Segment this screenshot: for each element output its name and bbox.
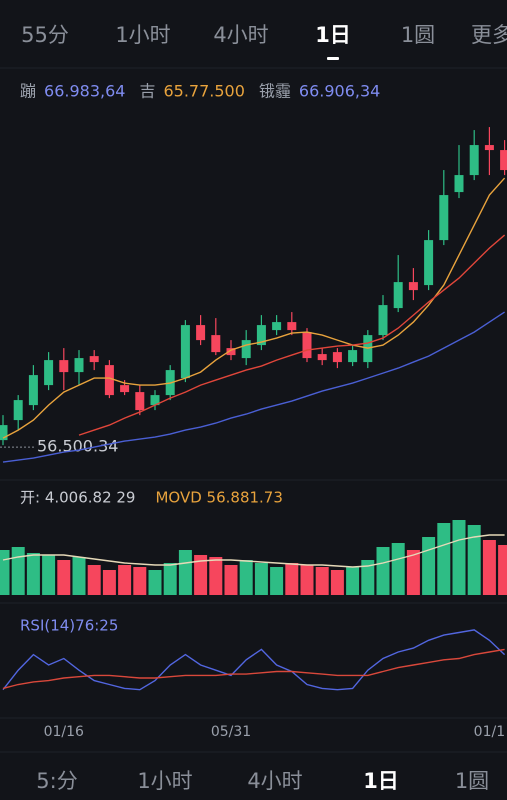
candle-body <box>150 395 160 406</box>
volume-bar <box>11 547 25 595</box>
volume-bar <box>498 545 507 595</box>
volume-bar <box>437 523 451 595</box>
info-label: 蹦 <box>20 82 36 101</box>
candle-body <box>272 322 282 331</box>
volume-bar <box>239 560 253 595</box>
x-tick-label: 01/1 <box>474 724 505 740</box>
candle-body <box>348 350 358 363</box>
volume-bar <box>315 567 329 595</box>
timeframe-tab[interactable]: 1圆 <box>455 769 489 793</box>
indicator-line <box>78 234 506 436</box>
x-tick-label: 01/16 <box>44 724 84 740</box>
volume-bar <box>376 547 390 595</box>
volume-bar <box>26 553 40 595</box>
indicator-line <box>2 534 505 568</box>
volume-bar <box>42 555 56 595</box>
candle-body <box>0 425 8 441</box>
volume-bar <box>209 557 223 595</box>
candle-body <box>120 385 130 393</box>
info-value: 65.77.500 <box>163 82 244 101</box>
candle-body <box>104 365 114 396</box>
volume-bar <box>285 563 299 595</box>
volume-bar <box>102 570 116 595</box>
candle-body <box>59 360 69 373</box>
tab-underline <box>327 57 339 60</box>
volume-bar <box>254 563 268 595</box>
candle-body <box>469 145 479 176</box>
candle-body <box>424 240 434 286</box>
timeframe-tab[interactable]: 4小时 <box>247 769 302 793</box>
volume-bar <box>422 537 436 595</box>
indicator-line <box>2 311 505 463</box>
indicator-label: 开: 4.006.82 29 <box>20 489 135 507</box>
info-value: 66.906,34 <box>299 82 380 101</box>
candle-body <box>393 282 403 309</box>
candle-body <box>196 325 206 341</box>
volume-bar <box>118 565 132 595</box>
candle-body <box>256 325 266 346</box>
timeframe-tab[interactable]: 1小时 <box>115 23 170 47</box>
volume-bar <box>406 550 420 595</box>
volume-bar <box>87 565 101 595</box>
candle-body <box>302 332 312 359</box>
indicator-label: MOVD 56.881.73 <box>155 489 282 507</box>
candle-body <box>332 352 342 363</box>
candle-body <box>439 195 449 241</box>
volume-bar <box>330 570 344 595</box>
candle-body <box>226 348 236 356</box>
candle-body <box>500 150 507 171</box>
volume-bar <box>148 570 162 595</box>
volume-bar <box>194 555 208 595</box>
volume-bar <box>270 567 284 595</box>
volume-bar <box>467 525 481 595</box>
volume-bar <box>300 565 314 595</box>
low-label: 56.500.34 <box>37 437 118 456</box>
candle-body <box>287 322 297 331</box>
timeframe-tab[interactable]: 5:分 <box>36 769 77 793</box>
volume-bar <box>224 565 238 595</box>
volume-bar <box>482 540 496 595</box>
candle-body <box>454 175 464 193</box>
candle-body <box>74 358 84 373</box>
volume-bar <box>133 567 147 595</box>
timeframe-tab[interactable]: 1圆 <box>401 23 435 47</box>
candle-body <box>408 282 418 291</box>
candle-body <box>180 325 190 379</box>
candle-body <box>317 354 327 361</box>
candle-body <box>484 145 494 151</box>
timeframe-tab[interactable]: 更多 <box>471 23 507 47</box>
volume-bar <box>361 560 375 595</box>
volume-bar <box>452 520 466 595</box>
candle-body <box>378 305 388 336</box>
timeframe-tab[interactable]: 4小时 <box>213 23 268 47</box>
timeframe-tab[interactable]: 1日 <box>363 769 399 793</box>
candle-body <box>135 392 145 411</box>
info-value: 66.983,64 <box>44 82 125 101</box>
timeframe-tab[interactable]: 1日 <box>315 23 351 47</box>
info-label: 吉 <box>139 82 155 101</box>
candle-body <box>89 356 99 363</box>
volume-bar <box>57 560 71 595</box>
candle-body <box>13 400 23 421</box>
info-label: 锇霾 <box>259 82 291 101</box>
timeframe-tab[interactable]: 55分 <box>21 23 69 47</box>
volume-bar <box>346 567 360 595</box>
timeframe-tab[interactable]: 1小时 <box>137 769 192 793</box>
candle-body <box>211 335 221 353</box>
indicator-line <box>2 177 506 439</box>
volume-bar <box>0 550 10 595</box>
candle-body <box>28 375 38 406</box>
x-tick-label: 05/31 <box>211 724 251 740</box>
volume-bar <box>391 543 405 595</box>
rsi-title: RSI(14)76:25 <box>20 617 118 635</box>
volume-bar <box>178 550 192 595</box>
candle-body <box>241 340 251 359</box>
volume-bar <box>72 557 86 595</box>
volume-bar <box>163 563 177 595</box>
indicator-line <box>2 648 505 690</box>
candle-body <box>44 360 54 386</box>
